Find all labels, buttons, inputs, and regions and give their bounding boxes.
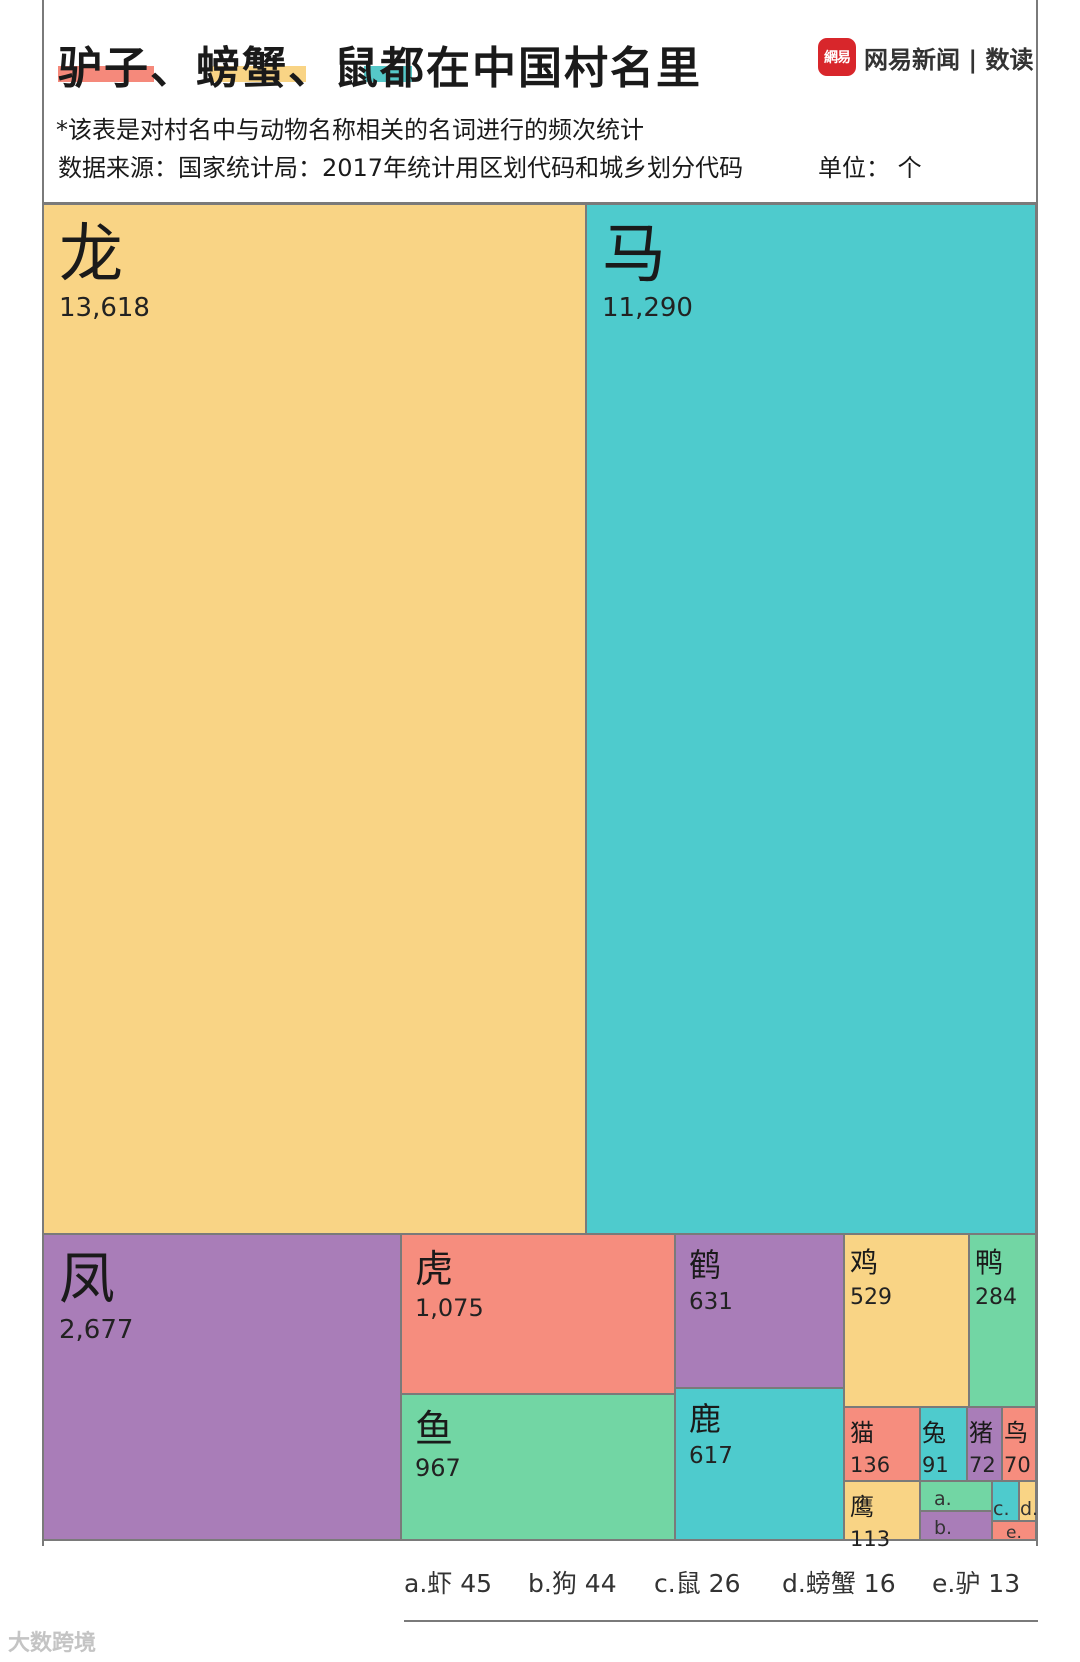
treemap-value-兔: 91 [922, 1453, 949, 1477]
legend-item-rat: c.鼠 26 [654, 1564, 740, 1600]
treemap-label-兔: 兔 [922, 1419, 946, 1447]
treemap-cell-驴 [991, 1520, 1037, 1541]
treemap-cell-马 [585, 203, 1037, 1235]
legend-value: 26 [708, 1569, 741, 1598]
title-part-crab: 螃蟹 [196, 43, 288, 94]
treemap-value-鸡: 529 [850, 1285, 892, 1310]
treemap-label-鼠: c. [993, 1498, 1010, 1520]
treemap-value-虎: 1,075 [415, 1294, 484, 1322]
treemap-label-鱼: 鱼 [415, 1407, 453, 1451]
treemap-label-驴: e. [1006, 1523, 1022, 1543]
treemap-label-猫: 猫 [850, 1419, 874, 1447]
legend-divider [404, 1620, 1038, 1622]
treemap-value-凤: 2,677 [59, 1315, 133, 1345]
legend-value: 16 [863, 1569, 896, 1598]
title-highlight-2 [210, 66, 306, 82]
legend-key: e. [932, 1569, 956, 1598]
treemap-label-马: 马 [602, 218, 666, 292]
page-title: 驴子 、 螃蟹 、 鼠 都在中国村名里 [58, 34, 702, 94]
treemap-cell-鱼 [400, 1393, 676, 1541]
legend-item-dog: b.狗 44 [528, 1564, 617, 1600]
title-highlight-1 [58, 66, 154, 82]
legend-value: 44 [584, 1569, 617, 1598]
treemap-cell-鹿 [674, 1387, 845, 1541]
legend-label: 螃蟹 [805, 1569, 856, 1598]
legend-item-donkey: e.驴 13 [932, 1564, 1020, 1600]
unit-label: 单位： 个 [818, 154, 922, 182]
treemap-label-猪: 猪 [969, 1419, 993, 1447]
treemap-label-鹤: 鹤 [689, 1246, 721, 1284]
title-part-donkey: 驴子 [58, 43, 150, 94]
treemap-cell-鸡 [843, 1233, 970, 1408]
legend-key: a. [404, 1569, 428, 1598]
treemap-value-鹿: 617 [689, 1443, 733, 1469]
treemap-cell-鸭 [968, 1233, 1037, 1408]
netease-logo-icon: 網易 [818, 38, 856, 76]
treemap-cell-龙 [42, 203, 587, 1235]
title-part-rat: 鼠 [334, 43, 380, 94]
watermark: 大数跨境 [8, 1631, 97, 1656]
treemap-value-鱼: 967 [415, 1454, 461, 1482]
legend-value: 45 [460, 1569, 493, 1598]
treemap-cell-鹰 [843, 1480, 921, 1541]
legend-key: d. [782, 1569, 806, 1598]
treemap-value-马: 11,290 [602, 293, 693, 323]
treemap-label-虾: a. [934, 1488, 952, 1510]
treemap-value-鸭: 284 [975, 1285, 1017, 1310]
treemap-cell-狗 [919, 1510, 993, 1541]
treemap-label-凤: 凤 [59, 1247, 115, 1312]
treemap-value-龙: 13,618 [59, 293, 150, 323]
legend-value: 13 [988, 1569, 1021, 1598]
treemap-label-龙: 龙 [59, 218, 123, 292]
legend-item-shrimp: a.虾 45 [404, 1564, 492, 1600]
data-source: 数据来源：国家统计局：2017年统计用区划代码和城乡划分代码 [58, 154, 744, 182]
legend-item-crab: d.螃蟹 16 [782, 1564, 896, 1600]
treemap-cell-鹤 [674, 1233, 845, 1389]
treemap-cell-猫 [843, 1406, 921, 1482]
treemap-value-鹤: 631 [689, 1289, 733, 1315]
legend-label: 驴 [955, 1569, 981, 1598]
treemap-value-猪: 72 [969, 1453, 996, 1477]
treemap-label-虎: 虎 [415, 1247, 453, 1291]
treemap-value-猫: 136 [850, 1453, 890, 1477]
treemap-value-鸟: 70 [1004, 1453, 1031, 1477]
brand-label: 网易新闻 | 数读 [864, 46, 1034, 74]
treemap-label-鸡: 鸡 [850, 1246, 878, 1279]
title-highlight-3 [364, 66, 412, 82]
legend-key: c. [654, 1569, 676, 1598]
chart-subtitle: *该表是对村名中与动物名称相关的名词进行的频次统计 [56, 116, 644, 144]
treemap-chart: 龙13,618 马11,290 凤2,677 虎 1,075 鱼 967 鹤 631 鹿 617 鸡 5… [42, 203, 1038, 1551]
treemap-cell-虾 [919, 1480, 993, 1512]
legend-key: b. [528, 1569, 552, 1598]
treemap-cell-凤 [42, 1233, 402, 1541]
title-sep-1: 、 [150, 43, 196, 94]
treemap-label-鹰: 鹰 [850, 1493, 874, 1521]
treemap-label-鹿: 鹿 [689, 1400, 721, 1438]
treemap-label-鸭: 鸭 [975, 1246, 1003, 1279]
treemap-cell-兔 [919, 1406, 968, 1482]
title-rest: 都在中国村名里 [380, 43, 702, 94]
legend-label: 鼠 [675, 1569, 701, 1598]
treemap-value-鹰: 113 [850, 1527, 890, 1551]
treemap-label-螃蟹: d. [1020, 1498, 1038, 1520]
legend-label: 狗 [551, 1569, 577, 1598]
legend-label: 虾 [427, 1569, 453, 1598]
treemap-label-狗: b. [934, 1517, 952, 1539]
treemap-label-鸟: 鸟 [1004, 1419, 1028, 1447]
title-sep-2: 、 [288, 43, 334, 94]
